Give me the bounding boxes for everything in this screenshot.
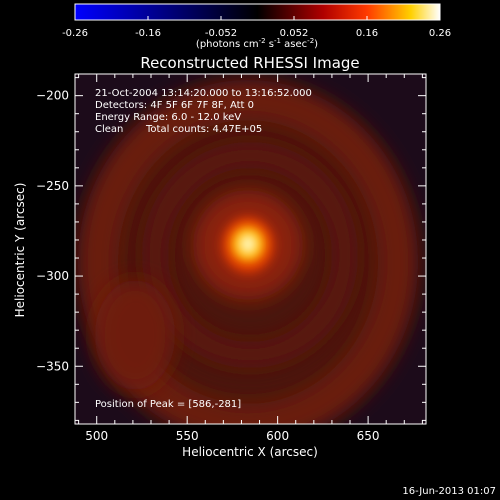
annotation-time-range: 21-Oct-2004 13:14:20.000 to 13:16:52.000: [95, 88, 312, 99]
annotation-detectors: Detectors: 4F 5F 6F 7F 8F, Att 0: [95, 100, 254, 111]
colorbar-unit-label: (photons cm-2 s-1 asec-2): [196, 37, 318, 50]
x-tick-label: 550: [176, 429, 199, 443]
colorbar-gradient: [74, 3, 441, 21]
colorbar-tick-label: -0.26: [62, 28, 88, 39]
annotation-total-counts: Total counts: 4.47E+05: [145, 124, 262, 135]
footer-timestamp: 16-Jun-2013 01:07: [402, 486, 496, 497]
colorbar: -0.26 -0.16 -0.052 0.052 0.16 0.26 (photons c…: [62, 3, 451, 50]
y-axis-label: Heliocentric Y (arcsec): [13, 183, 27, 318]
emission-ring-inner: [142, 142, 358, 368]
x-tick-label: 650: [357, 429, 380, 443]
x-tick-label: 500: [85, 429, 108, 443]
colorbar-tick-label: -0.16: [135, 28, 161, 39]
chart-title: Reconstructed RHESSI Image: [140, 54, 359, 72]
colorbar-tick-label: 0.16: [356, 28, 378, 39]
y-tick-label: −250: [36, 179, 69, 193]
colorbar-tick-label: 0.052: [280, 28, 309, 39]
colorbar-tick-label: -0.052: [205, 28, 237, 39]
y-tick-label: −350: [36, 359, 69, 373]
axis-ticks: 500 550 600 650 −200 −250 −300 −350: [36, 74, 426, 443]
y-tick-label: −200: [36, 89, 69, 103]
emission-peak-core: [239, 234, 257, 254]
y-tick-label: −300: [36, 269, 69, 283]
colorbar-tick-label: 0.26: [429, 28, 451, 39]
heatmap-image: [75, 74, 426, 424]
annotation-energy-range: Energy Range: 6.0 - 12.0 keV: [95, 112, 241, 123]
x-tick-label: 600: [266, 429, 289, 443]
annotation-algorithm: Clean: [95, 124, 123, 135]
emission-ring-outer: [78, 80, 418, 424]
colorbar-ticks: -0.26 -0.16 -0.052 0.052 0.16 0.26: [62, 16, 451, 39]
emission-lower-left-lobe: [95, 280, 175, 390]
x-axis-label: Heliocentric X (arcsec): [182, 445, 318, 459]
plot-annotations: 21-Oct-2004 13:14:20.000 to 13:16:52.000…: [95, 88, 312, 410]
annotation-peak-position: Position of Peak = [586,-281]: [95, 399, 241, 410]
plot-frame: [74, 73, 427, 425]
